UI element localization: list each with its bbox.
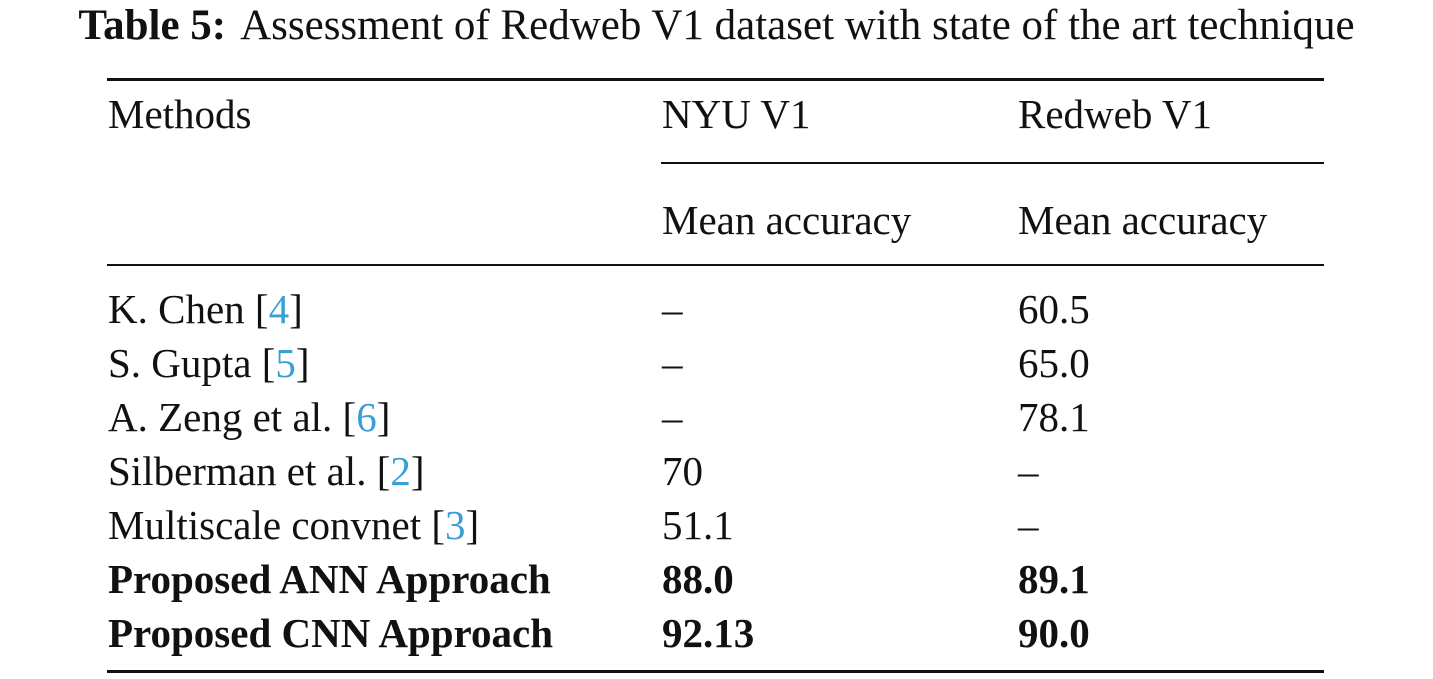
citation-link[interactable]: 2 (390, 448, 411, 494)
method-name: A. Zeng et al. (108, 394, 333, 440)
method-cell: Proposed ANN Approach (108, 554, 551, 604)
method-cell: Multiscale convnet [3] (108, 502, 480, 548)
method-name: Silberman et al. (108, 448, 367, 494)
table-bottom-rule (107, 670, 1324, 673)
redweb-mean-accuracy-cell: 60.5 (1018, 286, 1090, 332)
header-bottom-rule (107, 264, 1324, 266)
header-methods: Methods (108, 91, 252, 137)
table-row: A. Zeng et al. [6] – 78.1 (0, 392, 1433, 446)
table-row: S. Gupta [5] – 65.0 (0, 338, 1433, 392)
citation-link[interactable]: 3 (445, 502, 466, 548)
method-cell: Silberman et al. [2] (108, 448, 425, 494)
nyu-mean-accuracy-cell: 88.0 (662, 556, 734, 602)
nyu-mean-accuracy-cell: 70 (662, 448, 703, 494)
table-caption-text: Assessment of Redweb V1 dataset with sta… (240, 2, 1355, 49)
redweb-mean-accuracy-cell: – (1018, 448, 1039, 494)
table-body: K. Chen [4] – 60.5 S. Gupta [5] – 65.0 A. Zeng… (0, 284, 1433, 662)
citation-link[interactable]: 6 (356, 394, 377, 440)
redweb-mean-accuracy-cell: 78.1 (1018, 394, 1090, 440)
redweb-mean-accuracy-cell: 65.0 (1018, 340, 1090, 386)
method-name: Proposed ANN Approach (108, 556, 551, 602)
table-row: K. Chen [4] – 60.5 (0, 284, 1433, 338)
method-name: S. Gupta (108, 340, 252, 386)
nyu-mean-accuracy-cell: – (662, 394, 683, 440)
header-nyu-mean-accuracy: Mean accuracy (662, 197, 912, 243)
header-redweb-v1: Redweb V1 (1018, 91, 1212, 137)
nyu-mean-accuracy-cell: 92.13 (662, 610, 755, 656)
table-row: Proposed ANN Approach 88.0 89.1 (0, 554, 1433, 608)
redweb-mean-accuracy-cell: 89.1 (1018, 556, 1090, 602)
table-row: Proposed CNN Approach 92.13 90.0 (0, 608, 1433, 662)
nyu-mean-accuracy-cell: – (662, 286, 683, 332)
method-cell: A. Zeng et al. [6] (108, 394, 391, 440)
redweb-mean-accuracy-cell: – (1018, 502, 1039, 548)
citation-link[interactable]: 4 (268, 286, 290, 332)
method-name: Proposed CNN Approach (108, 610, 553, 656)
method-name: K. Chen (108, 286, 245, 332)
redweb-mean-accuracy-cell: 90.0 (1018, 610, 1090, 656)
table-top-rule (107, 78, 1324, 81)
header-partial-rule (661, 162, 1324, 164)
nyu-mean-accuracy-cell: – (662, 340, 683, 386)
method-cell: S. Gupta [5] (108, 340, 310, 386)
table-row: Multiscale convnet [3] 51.1 – (0, 500, 1433, 554)
citation-link[interactable]: 5 (275, 340, 296, 386)
table-caption: Table 5: Assessment of Redweb V1 dataset … (0, 0, 1433, 52)
header-redweb-mean-accuracy: Mean accuracy (1018, 197, 1268, 243)
nyu-mean-accuracy-cell: 51.1 (662, 502, 734, 548)
method-cell: K. Chen [4] (108, 286, 303, 332)
method-name: Multiscale convnet (108, 502, 422, 548)
method-cell: Proposed CNN Approach (108, 608, 553, 658)
table-caption-label: Table 5: (78, 2, 227, 49)
table-row: Silberman et al. [2] 70 – (0, 446, 1433, 500)
header-nyu-v1: NYU V1 (662, 91, 811, 137)
